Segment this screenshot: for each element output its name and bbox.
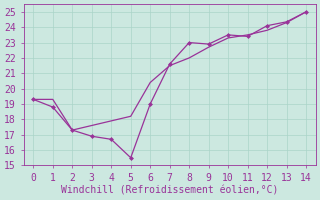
X-axis label: Windchill (Refroidissement éolien,°C): Windchill (Refroidissement éolien,°C) bbox=[61, 186, 278, 196]
